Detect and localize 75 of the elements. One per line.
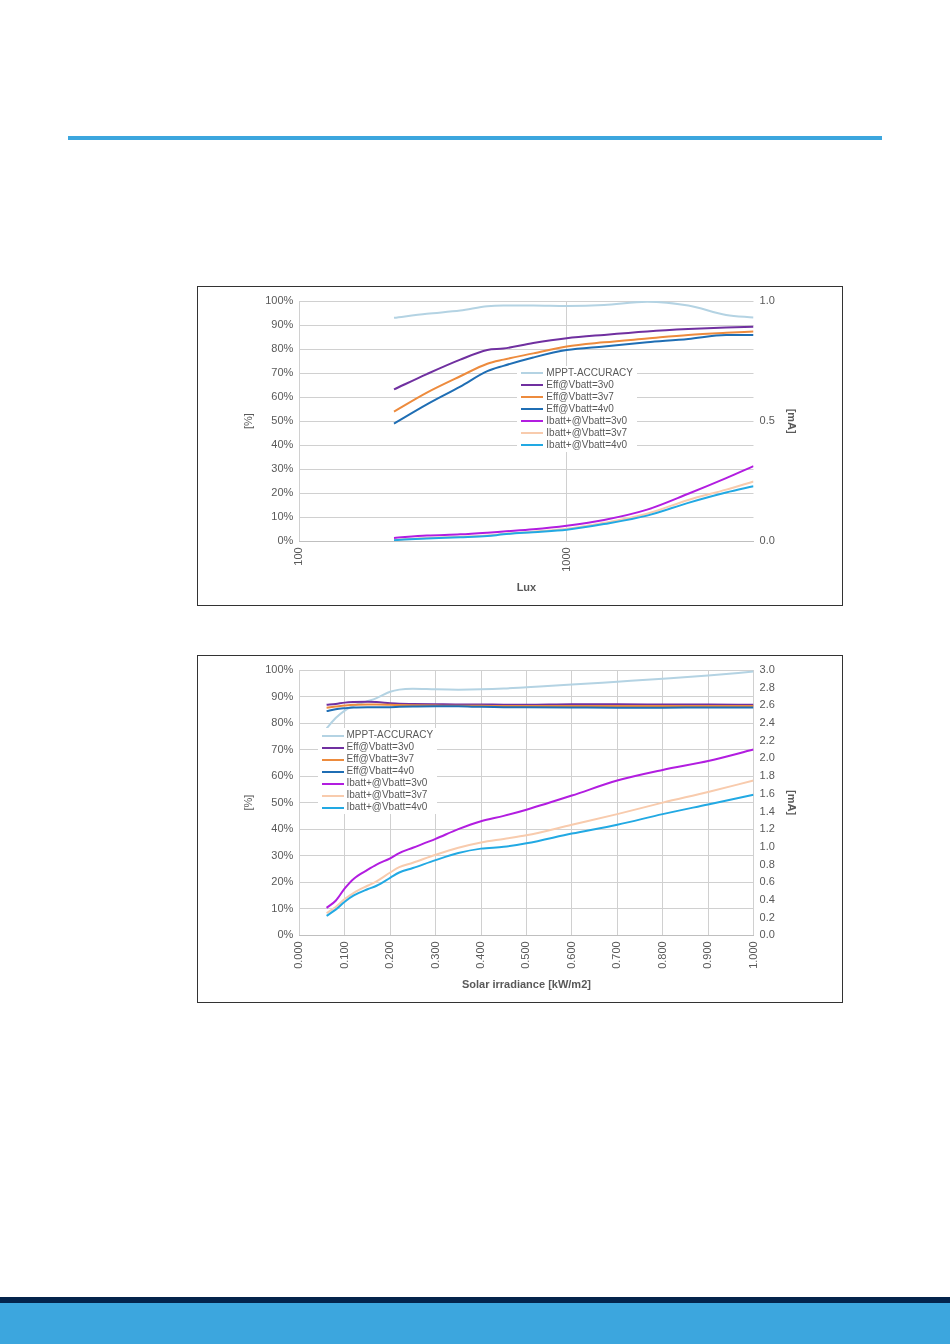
y-tick-label: 30% [271,848,294,861]
legend-label: Eff@Vbatt=3v0 [345,741,415,754]
y2-tick-label: 0.5 [759,414,775,427]
y2-tick-label: 0.8 [759,857,775,870]
y2-tick-label: 1.0 [759,294,775,307]
legend-label: Ibatt+@Vbatt=3v0 [545,414,629,427]
y-tick-label: 40% [271,822,294,835]
y2-tick-label: 1.8 [759,769,775,782]
y2-tick-label: 0.2 [759,910,775,923]
legend-label: Ibatt+@Vbatt=3v0 [345,777,429,790]
y-axis-title: [%] [241,794,254,811]
y2-tick-label: 1.2 [759,822,775,835]
x-tick-label: 0.000 [292,941,305,969]
legend-label: MPPT-ACCURACY [345,729,434,742]
legend-label: Ibatt+@Vbatt=4v0 [345,801,429,814]
x-tick-label: 0.800 [655,941,668,969]
legend-label: MPPT-ACCURACY [545,366,634,379]
y-tick-label: 50% [271,414,294,427]
y-tick-label: 100% [265,294,294,307]
x-tick-label: 0.900 [701,941,714,969]
x-tick-label: 1000 [559,547,572,572]
y2-tick-label: 2.4 [759,716,775,729]
x-tick-label: 0.500 [519,941,532,969]
legend-label: Eff@Vbatt=4v0 [545,402,615,415]
y-tick-label: 20% [271,486,294,499]
y2-tick-label: 0.0 [759,534,775,547]
legend-label: Eff@Vbatt=4v0 [345,765,415,778]
y-tick-label: 80% [271,716,294,729]
x-axis-title: Solar irradiance [kW/m2] [461,978,592,991]
y2-tick-label: 1.0 [759,839,775,852]
y2-tick-label: 2.6 [759,698,775,711]
y-tick-label: 70% [271,366,294,379]
legend-label: Ibatt+@Vbatt=3v7 [345,789,429,802]
legend-label: Eff@Vbatt=3v7 [345,753,415,766]
y2-tick-label: 2.2 [759,733,775,746]
y-tick-label: 80% [271,342,294,355]
y2-tick-label: 1.4 [759,804,775,817]
x-axis-title: Lux [516,581,538,594]
y-axis-title: [%] [241,413,254,430]
x-tick-label: 0.700 [610,941,623,969]
y-tick-label: 90% [271,318,294,331]
x-tick-label: 0.600 [564,941,577,969]
x-tick-label: 0.100 [337,941,350,969]
x-tick-label: 100 [292,547,305,566]
legend-label: Eff@Vbatt=3v7 [545,390,615,403]
x-tick-label: 0.300 [428,941,441,969]
x-tick-label: 1.000 [746,941,759,969]
y-tick-label: 20% [271,875,294,888]
y2-tick-label: 1.6 [759,786,775,799]
y-tick-label: 90% [271,689,294,702]
y-tick-label: 0% [277,534,294,547]
legend-label: Eff@Vbatt=3v0 [545,378,615,391]
y-tick-label: 0% [277,928,294,941]
y2-tick-label: 0.4 [759,892,775,905]
y-tick-label: 10% [271,510,294,523]
x-tick-label: 0.200 [383,941,396,969]
y2-tick-label: 2.8 [759,680,775,693]
y2-tick-label: 0.0 [759,928,775,941]
y2-axis-title: [mA] [786,790,799,816]
y-tick-label: 30% [271,462,294,475]
y-tick-label: 60% [271,769,294,782]
legend-label: Ibatt+@Vbatt=3v7 [545,426,629,439]
y-tick-label: 70% [271,742,294,755]
y-tick-label: 40% [271,438,294,451]
y-tick-label: 60% [271,390,294,403]
y-tick-label: 100% [265,663,294,676]
y-tick-label: 50% [271,795,294,808]
y-tick-label: 10% [271,901,294,914]
legend-label: Ibatt+@Vbatt=4v0 [545,438,629,451]
line-series [325,670,754,730]
y2-tick-label: 0.6 [759,875,775,888]
x-tick-label: 0.400 [474,941,487,969]
y2-tick-label: 3.0 [759,663,775,676]
y2-tick-label: 2.0 [759,751,775,764]
y2-axis-title: [mA] [786,408,799,435]
